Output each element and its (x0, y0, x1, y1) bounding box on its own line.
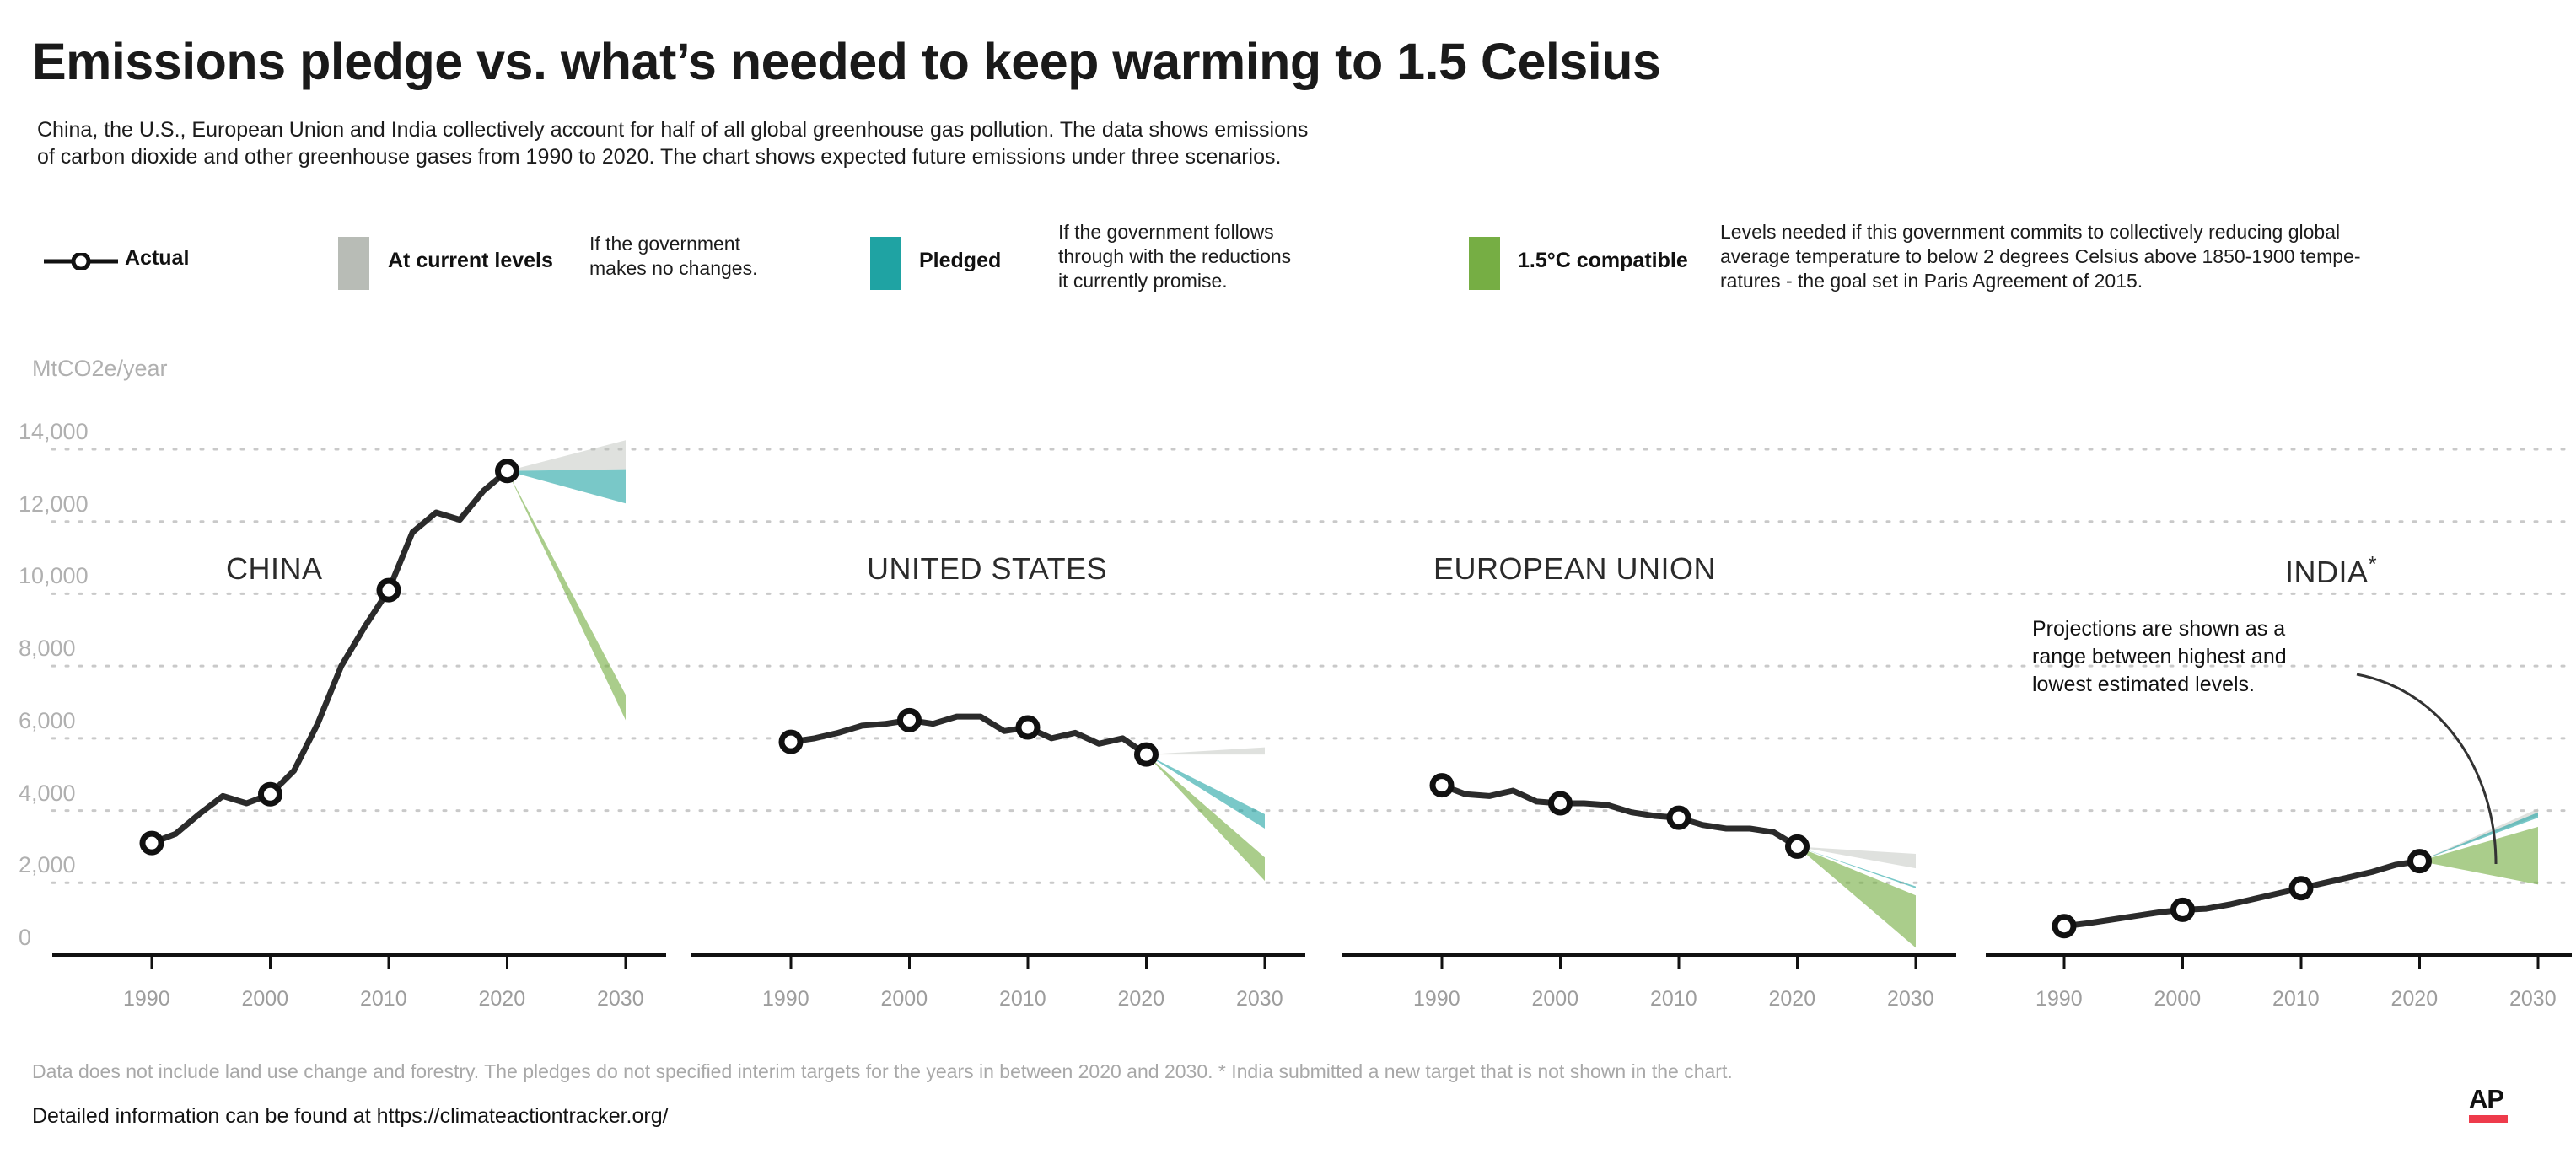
y-axis-tick-8000: 8,000 (19, 636, 76, 662)
x-axis-tick-china-2030: 2030 (597, 987, 644, 1011)
x-axis-tick-united-states-2020: 2020 (1117, 987, 1165, 1011)
india-projection-note: Projections are shown as a range between… (2032, 617, 2287, 696)
legend-pledged-description: If the government follows through with t… (1058, 221, 1292, 292)
x-axis-tick-united-states-2030: 2030 (1236, 987, 1283, 1011)
page-subtitle: China, the U.S., European Union and Indi… (37, 118, 1309, 169)
y-axis-tick-2000: 2,000 (19, 852, 76, 878)
panel-title-india: INDIA* (2285, 551, 2377, 590)
y-axis-unit-label: MtCO2e/year (32, 356, 168, 381)
y-axis-tick-12000: 12,000 (19, 491, 89, 517)
x-axis-tick-european-union-2020: 2020 (1768, 987, 1816, 1011)
x-axis-tick-china-2020: 2020 (478, 987, 526, 1011)
panel-title-china: CHINA (226, 551, 323, 586)
y-axis-tick-10000: 10,000 (19, 563, 89, 589)
x-axis-tick-china-1990: 1990 (123, 987, 170, 1011)
legend-at-current-levels-description: If the government makes no changes. (589, 233, 758, 279)
footer-source: Detailed information can be found at htt… (32, 1104, 669, 1128)
x-axis-tick-european-union-2000: 2000 (1531, 987, 1579, 1011)
x-axis-tick-india-1990: 1990 (2036, 987, 2083, 1011)
x-axis-tick-european-union-1990: 1990 (1413, 987, 1460, 1011)
x-axis-tick-india-2020: 2020 (2390, 987, 2439, 1011)
legend-pledged-swatch (870, 237, 901, 290)
legend-15c-compatible-label: 1.5°C compatible (1518, 249, 1688, 272)
y-axis-tick-0: 0 (19, 925, 32, 950)
x-axis-tick-india-2030: 2030 (2509, 987, 2557, 1011)
y-axis-tick-4000: 4,000 (19, 780, 76, 806)
x-axis-tick-united-states-2010: 2010 (999, 987, 1046, 1011)
x-axis-tick-china-2010: 2010 (360, 987, 407, 1011)
footer-note: Data does not include land use change an… (32, 1060, 1733, 1082)
page-title: Emissions pledge vs. what’s needed to ke… (32, 33, 1661, 90)
legend-at-current-levels-label: At current levels (388, 249, 553, 272)
legend-at-current-levels-swatch (338, 237, 369, 290)
legend-15c-compatible-swatch (1469, 237, 1500, 290)
x-axis-tick-china-2000: 2000 (241, 987, 289, 1011)
panel-title-european-union: EUROPEAN UNION (1433, 551, 1717, 586)
panel-title-india-text: INDIA (2285, 555, 2369, 589)
x-axis-tick-european-union-2010: 2010 (1650, 987, 1697, 1011)
x-axis-tick-united-states-1990: 1990 (762, 987, 809, 1011)
panel-title-united-states: UNITED STATES (867, 551, 1108, 586)
legend-pledged-label: Pledged (919, 249, 1002, 272)
x-axis-tick-united-states-2000: 2000 (880, 987, 928, 1011)
ap-logo: AP (2469, 1086, 2516, 1123)
ap-logo-text: AP (2469, 1084, 2504, 1113)
legend-actual-line-icon (44, 253, 118, 270)
legend-actual-label: Actual (125, 246, 190, 270)
y-axis-tick-6000: 6,000 (19, 707, 76, 733)
y-axis-tick-14000: 14,000 (19, 419, 89, 444)
x-axis-tick-european-union-2030: 2030 (1887, 987, 1934, 1011)
x-axis-tick-india-2000: 2000 (2154, 987, 2202, 1011)
india-footnote-marker: * (2368, 551, 2378, 577)
legend-15c-compatible-description: Levels needed if this government commits… (1720, 221, 2361, 292)
x-axis-tick-india-2010: 2010 (2272, 987, 2320, 1011)
ap-logo-bar (2469, 1115, 2508, 1123)
